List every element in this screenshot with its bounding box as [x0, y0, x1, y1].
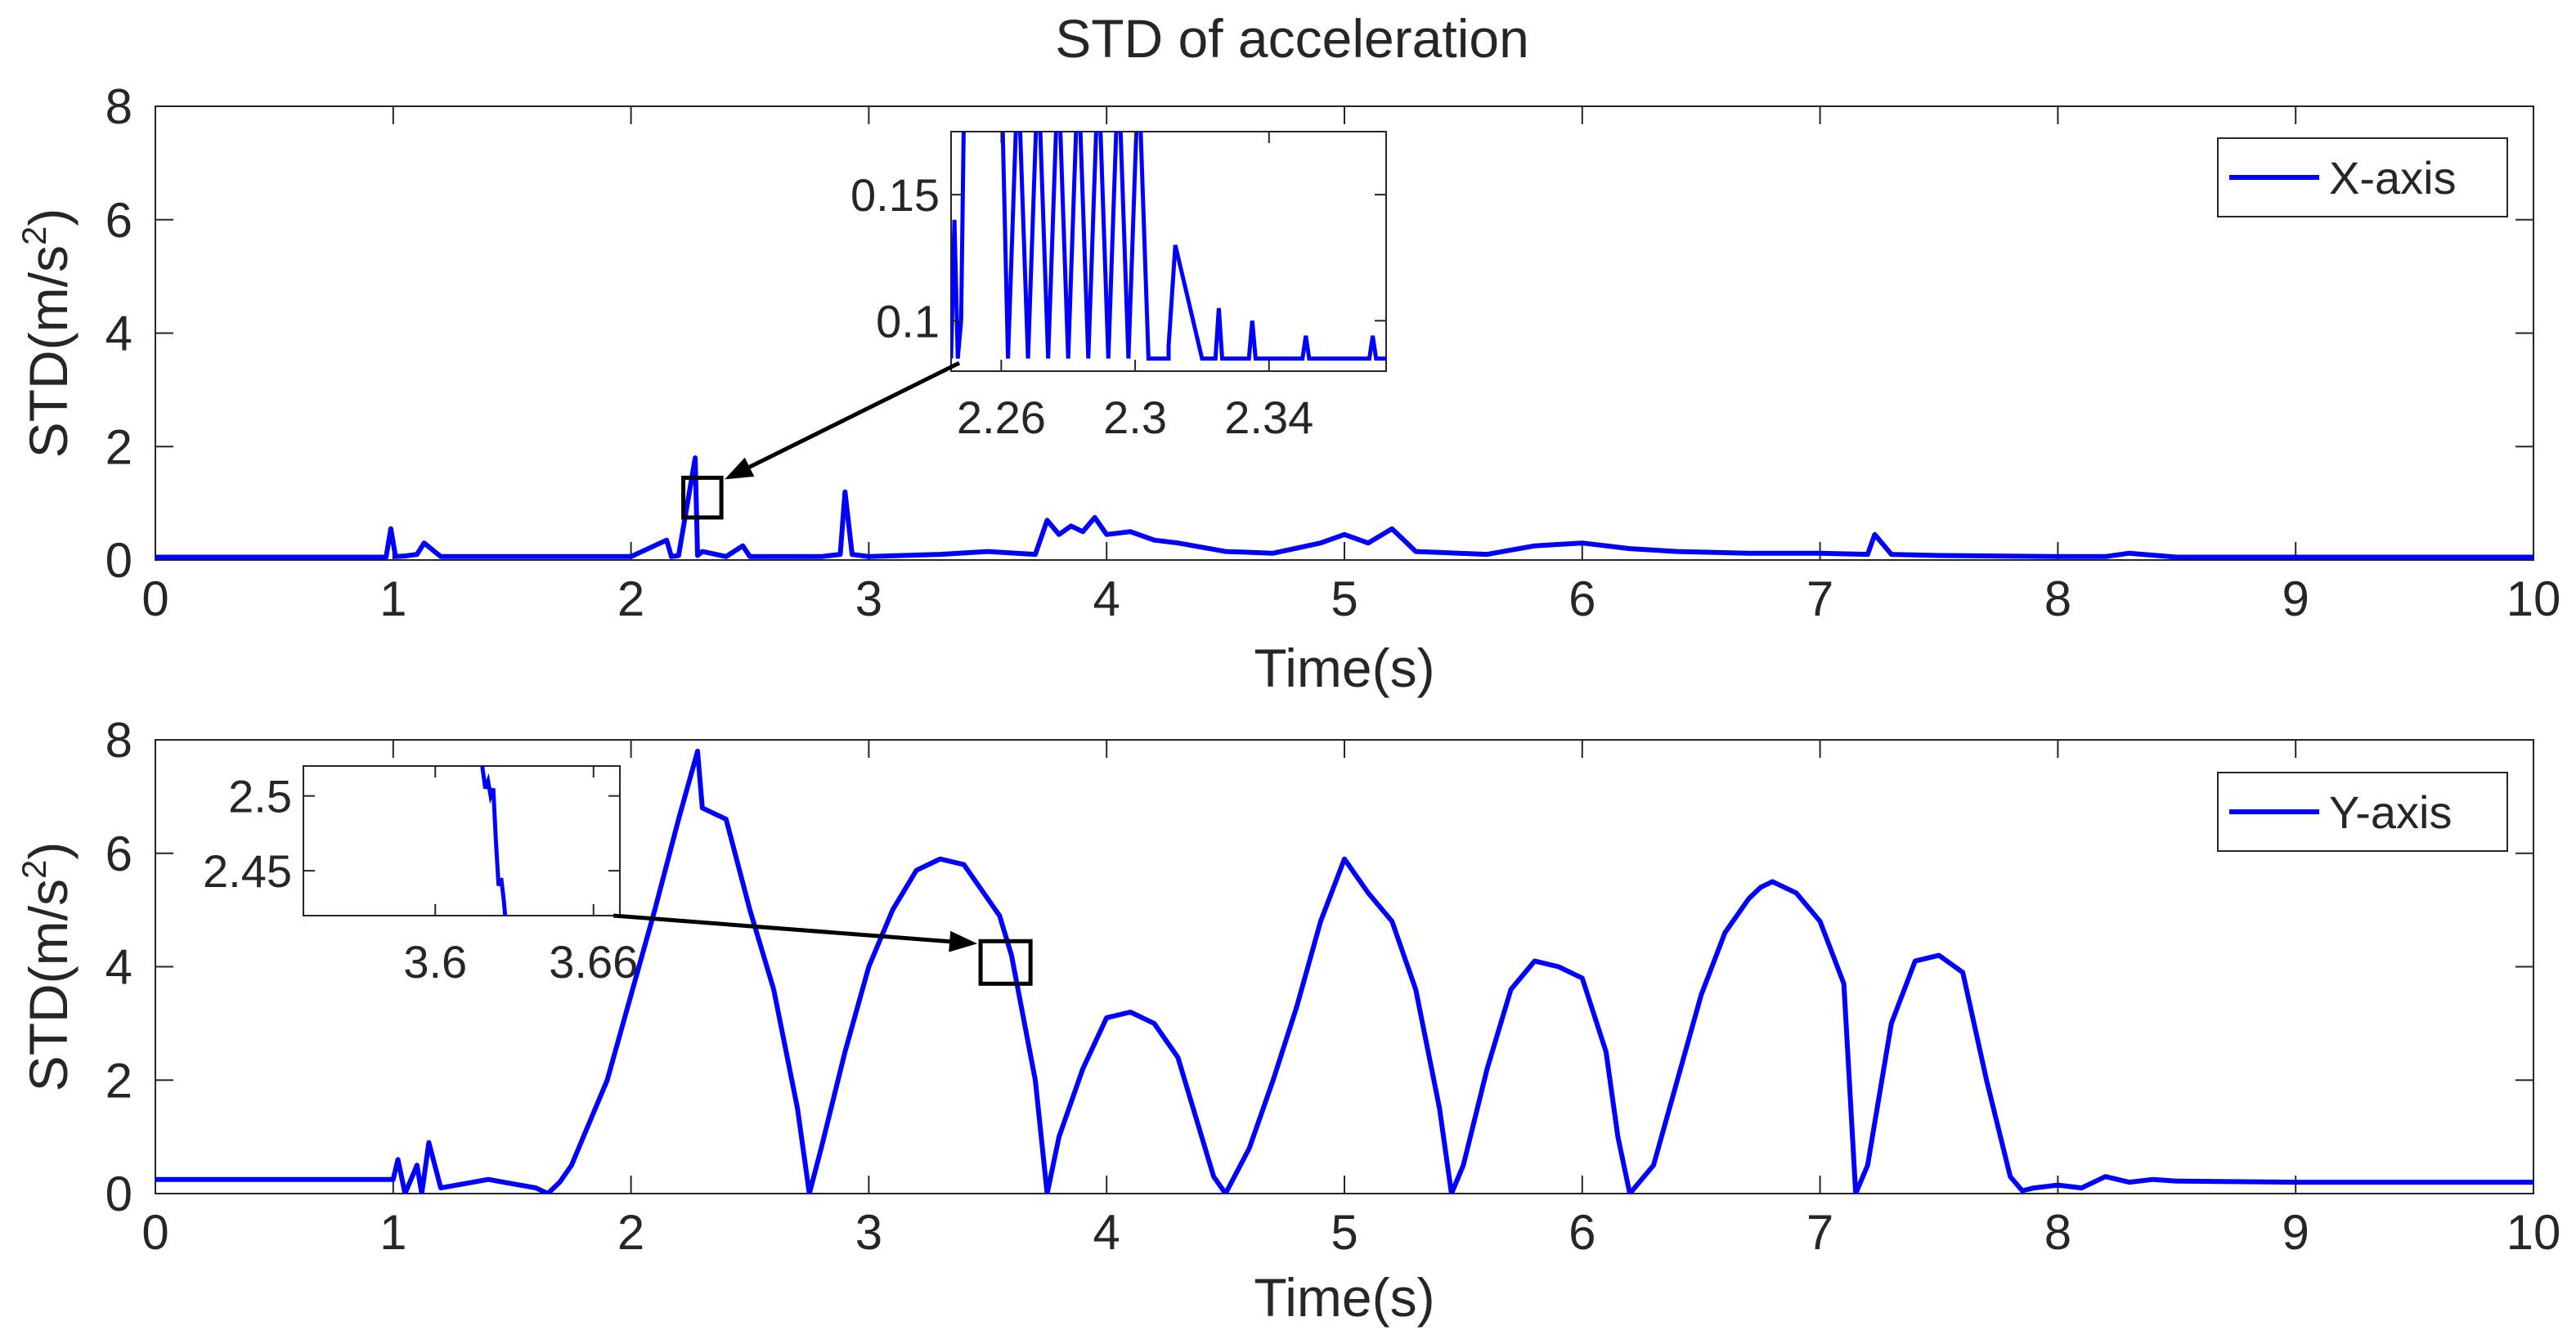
y-axis-label: STD(m/s2) — [15, 208, 79, 459]
inset-plot: 3.6 3.66 2.45 2.5 — [203, 765, 638, 988]
inset-series-line — [951, 132, 1386, 361]
inset-x-tick-label: 3.66 — [549, 936, 638, 988]
y-axis-label-close: ) — [18, 842, 79, 860]
x-axis-label: Time(s) — [1254, 1267, 1434, 1328]
x-tick-label: 10 — [2506, 571, 2561, 626]
chart-title: STD of acceleration — [1055, 8, 1529, 69]
inset-y-tick-label: 2.5 — [228, 771, 292, 822]
y-tick-label: 4 — [105, 940, 132, 995]
inset-plot: 2.26 2.3 2.34 0.1 0.15 — [850, 131, 1387, 443]
x-tick-label: 8 — [2044, 571, 2071, 626]
x-tick-label: 6 — [1568, 571, 1595, 626]
inset-series-line — [480, 766, 508, 916]
x-tick-label: 5 — [1331, 1205, 1358, 1260]
x-tick-label: 0 — [141, 571, 168, 626]
x-tick-label: 7 — [1806, 571, 1833, 626]
x-tick-label: 2 — [617, 1205, 644, 1260]
x-tick-label: 9 — [2282, 1205, 2309, 1260]
x-tick-label: 0 — [141, 1205, 168, 1260]
zoom-arrow-line — [748, 361, 961, 469]
x-tick-label: 3 — [855, 1205, 882, 1260]
zoom-box — [978, 939, 1033, 986]
inset-y-tick-label: 0.15 — [850, 169, 940, 221]
zoom-arrow-head — [725, 457, 755, 480]
inset-y-tick-label: 0.1 — [876, 295, 940, 347]
y-tick-label: 6 — [105, 193, 132, 248]
x-tick-label: 2 — [617, 571, 644, 626]
x-tick-label: 3 — [855, 571, 882, 626]
zoom-box — [681, 475, 724, 520]
series-line-y-axis — [155, 748, 2533, 1194]
y-tick-label: 0 — [105, 533, 132, 588]
inset-x-tick-label: 2.34 — [1224, 392, 1313, 443]
y-axis-label: STD(m/s2) — [15, 842, 79, 1092]
x-tick-label: 7 — [1806, 1205, 1833, 1260]
legend: X-axis — [2217, 137, 2508, 217]
y-axis-label-superscript: 2 — [15, 226, 53, 245]
x-tick-label: 1 — [379, 571, 406, 626]
y-tick-label: 2 — [105, 1053, 132, 1108]
y-tick-label: 0 — [105, 1167, 132, 1221]
x-tick-label: 1 — [379, 1205, 406, 1260]
y-axis-label-close: ) — [18, 208, 79, 226]
series-line-x-axis — [155, 455, 2533, 560]
inset-x-tick-label: 2.3 — [1103, 392, 1167, 443]
zoom-arrow-line — [613, 913, 950, 944]
x-tick-label: 6 — [1568, 1205, 1595, 1260]
y-tick-label: 8 — [105, 713, 132, 768]
inset-x-tick-label: 3.6 — [403, 936, 467, 988]
y-tick-label: 2 — [105, 419, 132, 474]
y-tick-label: 4 — [105, 307, 132, 361]
legend-label: Y-axis — [2329, 786, 2452, 838]
x-tick-label: 8 — [2044, 1205, 2071, 1260]
legend-label: X-axis — [2329, 152, 2457, 204]
inset-x-tick-label: 2.26 — [957, 392, 1046, 443]
x-tick-label: 9 — [2282, 571, 2309, 626]
zoom-arrow-head — [949, 930, 978, 952]
x-axis-label: Time(s) — [1254, 638, 1434, 698]
x-tick-label: 4 — [1093, 571, 1120, 626]
inset-frame — [303, 765, 621, 916]
x-tick-label: 4 — [1093, 1205, 1120, 1260]
y-tick-label: 6 — [105, 827, 132, 881]
y-tick-label: 8 — [105, 79, 132, 134]
inset-y-tick-label: 2.45 — [203, 845, 292, 897]
y-axis-label-main: STD(m/s — [18, 245, 79, 458]
legend: Y-axis — [2217, 772, 2508, 852]
x-tick-label: 10 — [2506, 1205, 2561, 1260]
x-tick-label: 5 — [1331, 571, 1358, 626]
y-axis-label-main: STD(m/s — [18, 879, 79, 1091]
y-axis-label-superscript: 2 — [15, 860, 53, 879]
